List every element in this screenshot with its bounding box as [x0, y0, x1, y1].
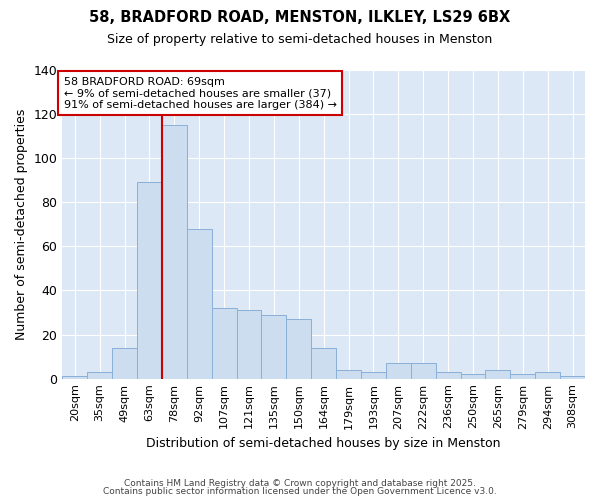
Text: Contains public sector information licensed under the Open Government Licence v3: Contains public sector information licen…: [103, 487, 497, 496]
Bar: [137, 182, 162, 378]
Bar: [336, 370, 361, 378]
Text: 58, BRADFORD ROAD, MENSTON, ILKLEY, LS29 6BX: 58, BRADFORD ROAD, MENSTON, ILKLEY, LS29…: [89, 10, 511, 25]
Bar: [112, 348, 137, 378]
Bar: [311, 348, 336, 378]
Bar: [511, 374, 535, 378]
Bar: [212, 308, 236, 378]
Text: Size of property relative to semi-detached houses in Menston: Size of property relative to semi-detach…: [107, 32, 493, 46]
Bar: [62, 376, 87, 378]
Bar: [535, 372, 560, 378]
Bar: [236, 310, 262, 378]
Bar: [461, 374, 485, 378]
Bar: [386, 363, 411, 378]
Bar: [436, 372, 461, 378]
Text: Contains HM Land Registry data © Crown copyright and database right 2025.: Contains HM Land Registry data © Crown c…: [124, 478, 476, 488]
X-axis label: Distribution of semi-detached houses by size in Menston: Distribution of semi-detached houses by …: [146, 437, 501, 450]
Bar: [560, 376, 585, 378]
Bar: [286, 319, 311, 378]
Bar: [411, 363, 436, 378]
Bar: [361, 372, 386, 378]
Text: 58 BRADFORD ROAD: 69sqm
← 9% of semi-detached houses are smaller (37)
91% of sem: 58 BRADFORD ROAD: 69sqm ← 9% of semi-det…: [64, 76, 337, 110]
Bar: [262, 314, 286, 378]
Bar: [87, 372, 112, 378]
Y-axis label: Number of semi-detached properties: Number of semi-detached properties: [15, 108, 28, 340]
Bar: [162, 125, 187, 378]
Bar: [187, 228, 212, 378]
Bar: [485, 370, 511, 378]
